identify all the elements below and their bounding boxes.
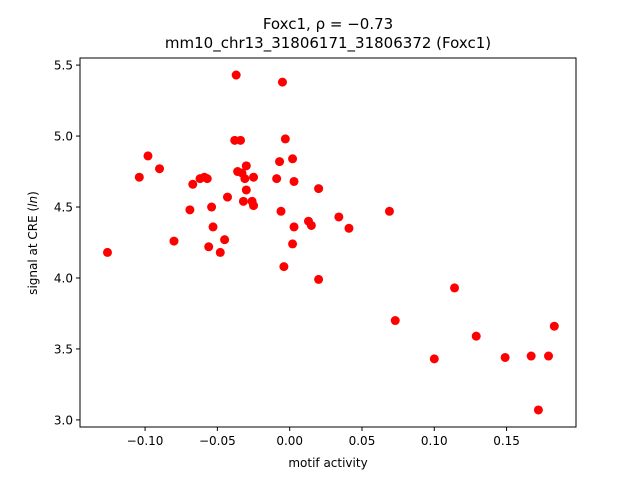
y-tick-label: 3.0	[54, 413, 73, 427]
data-point	[344, 223, 354, 233]
data-point	[277, 77, 287, 87]
data-point	[102, 247, 112, 257]
x-tick-label: 0.00	[276, 434, 303, 448]
data-point	[429, 354, 439, 364]
data-point	[220, 235, 230, 245]
data-point	[544, 351, 554, 361]
data-point	[500, 352, 510, 362]
y-axis-label-suffix: )	[26, 191, 40, 196]
data-point	[288, 239, 298, 249]
data-point	[240, 174, 250, 184]
plot-frame	[79, 57, 577, 428]
y-axis-ticks: 3.0 3.5 4.0 4.5 5.0 5.5	[54, 59, 80, 427]
data-point	[134, 172, 144, 182]
data-point	[249, 172, 259, 182]
x-tick-label: −0.10	[127, 434, 164, 448]
data-point	[450, 283, 460, 293]
x-tick-label: 0.15	[493, 434, 520, 448]
y-axis-label: signal at CRE (ln)	[26, 191, 40, 295]
chart-subtitle: mm10_chr13_31806171_31806372 (Foxc1)	[165, 34, 491, 53]
plot-area	[79, 57, 577, 428]
x-axis-ticks: −0.10 −0.05 0.00 0.05 0.10 0.15	[127, 427, 520, 448]
x-tick-label: −0.05	[199, 434, 236, 448]
data-point	[202, 174, 212, 184]
data-point	[306, 220, 316, 230]
data-points	[102, 70, 559, 415]
data-point	[223, 192, 232, 202]
data-point	[280, 134, 290, 144]
y-tick-label: 4.5	[54, 201, 73, 215]
data-point	[238, 196, 248, 206]
data-point	[288, 154, 298, 164]
data-point	[384, 206, 394, 216]
y-axis-label-italic: ln	[26, 196, 40, 207]
y-tick-label: 5.5	[54, 59, 73, 73]
data-point	[526, 351, 536, 361]
data-point	[272, 174, 282, 184]
data-point	[276, 206, 286, 216]
data-point	[215, 247, 225, 257]
x-tick-label: 0.10	[421, 434, 448, 448]
data-point	[188, 179, 198, 189]
data-point	[279, 262, 289, 272]
data-point	[241, 185, 251, 195]
data-point	[204, 242, 214, 252]
data-point	[390, 316, 400, 326]
data-point	[549, 321, 559, 331]
data-point	[314, 274, 324, 284]
data-point	[289, 222, 299, 232]
data-point	[207, 202, 217, 212]
x-tick-label: 0.05	[349, 434, 376, 448]
data-point	[533, 405, 543, 415]
x-axis-label: motif activity	[288, 456, 367, 470]
data-point	[471, 331, 481, 341]
chart-title: Foxc1, ρ = −0.73	[263, 15, 393, 33]
data-point	[208, 222, 218, 232]
y-tick-label: 3.5	[54, 342, 73, 356]
data-point	[236, 135, 246, 145]
data-point	[314, 184, 324, 194]
data-point	[185, 205, 195, 215]
data-point	[143, 151, 153, 161]
data-point	[231, 70, 241, 80]
data-point	[275, 157, 285, 167]
data-point	[241, 161, 251, 171]
y-axis-label-prefix: signal at CRE (	[26, 207, 40, 295]
data-point	[155, 164, 165, 174]
y-tick-label: 5.0	[54, 130, 73, 144]
y-tick-label: 4.0	[54, 271, 73, 285]
data-point	[169, 236, 179, 246]
data-point	[289, 176, 299, 186]
data-point	[334, 212, 344, 222]
data-point	[249, 201, 259, 211]
